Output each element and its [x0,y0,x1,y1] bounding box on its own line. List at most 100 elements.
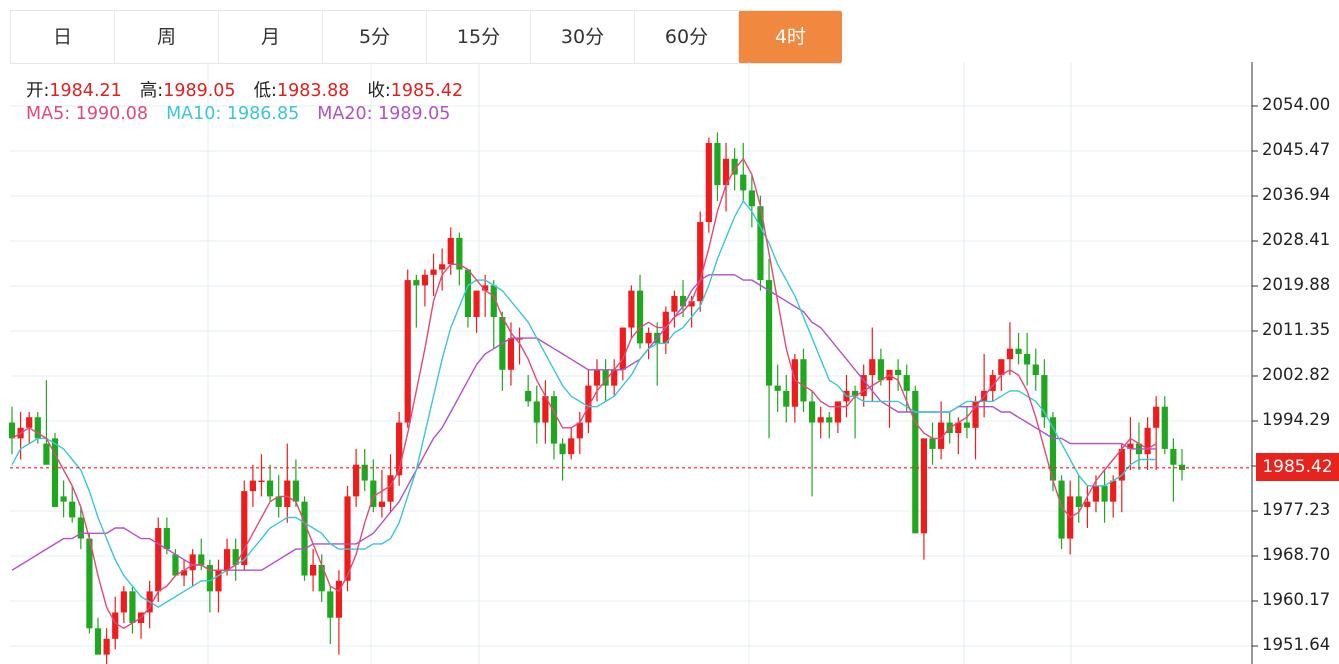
candle-body [1015,348,1022,354]
ma10-value: 1986.85 [226,104,300,124]
open-value: 1984.21 [49,81,122,101]
candle-body [421,274,429,286]
candle-body [619,327,626,370]
candle-body [43,443,50,465]
tab-6[interactable]: 60分 [634,11,738,63]
candle-body [335,580,343,618]
candle-body [344,496,351,581]
tab-1[interactable]: 周 [114,11,218,63]
candle-body [740,174,747,191]
tab-2[interactable]: 月 [218,11,322,63]
candle-body [963,422,971,428]
candle-body [327,591,334,618]
candle-body [206,564,213,592]
candle-body [731,158,738,175]
candle-body [1170,448,1177,465]
candle-body [1092,485,1100,502]
candle-body [834,401,841,423]
high-label: 高: [139,81,164,101]
candle-body [112,612,119,639]
ma20-label: MA20: [317,104,373,124]
candle-body [1127,443,1134,449]
tab-3[interactable]: 5分 [322,11,426,63]
candle-body [1075,496,1082,507]
candle-body [1006,348,1014,360]
candle-body [912,390,919,534]
candle-body [559,443,566,455]
candle-body [938,422,945,449]
candle-body [353,464,360,497]
candle-body [817,417,824,423]
candle-body [920,438,928,534]
candle-body [464,269,472,318]
ma10-line [11,199,1157,609]
candle-body [576,422,583,439]
candle-body [722,158,730,186]
candle-body [568,438,575,455]
ma5-value: 1990.08 [75,104,149,124]
y-tick-label: 1968.70 [1262,545,1331,564]
candle-body [998,359,1005,376]
candle-body [34,417,41,439]
candle-body [869,359,876,376]
candle-body [688,301,695,307]
candle-body [120,591,127,613]
ma5-line [11,157,1157,630]
candle-body [77,517,84,539]
candle-body [284,480,291,507]
y-tick-label: 2011.35 [1262,320,1331,339]
tab-7[interactable]: 4时 [738,11,842,63]
y-tick-label: 2054.00 [1262,95,1331,114]
candle-body [490,285,497,318]
candle-body [1024,353,1031,365]
candle-body [877,359,884,381]
candle-body [714,142,721,186]
candle-body [516,338,523,340]
candle-body [1101,485,1108,502]
current-price-tag: 1985.42 [1256,453,1339,481]
candle-body [791,359,798,407]
timeframe-tabs: 日周月 5分 15分 30分 60分 4时 [10,10,842,64]
candle-body [593,369,601,386]
candle-body [370,480,377,507]
candle-body [26,417,33,428]
ma20-line [11,274,1157,571]
y-tick-label: 1960.17 [1262,590,1331,609]
y-tick-label: 2036.94 [1262,185,1331,204]
candle-body [482,285,489,291]
candle-body [697,222,704,302]
candle-body [198,554,205,565]
ma10-label: MA10: [166,104,222,124]
candle-body [989,375,996,391]
candle-body [275,496,282,507]
candle-body [223,549,231,571]
candle-body [774,385,781,391]
tab-0[interactable]: 日 [10,11,114,63]
candle-body [1049,417,1057,481]
candle-body [413,280,420,286]
candle-body [318,564,325,592]
candle-body [679,295,687,307]
candle-body [611,369,618,386]
y-tick-label: 1951.64 [1262,635,1331,654]
candle-body [1153,406,1160,428]
candle-body [765,280,773,386]
candle-body [636,290,644,344]
candle-body [232,549,239,565]
candle-body [533,401,540,423]
candle-body [249,480,256,492]
candle-body [310,564,317,576]
candle-body [1084,501,1091,507]
candle-body [258,480,265,483]
candle-body [550,396,558,444]
tab-5[interactable]: 30分 [530,11,634,63]
candle-body [301,501,308,576]
tab-4[interactable]: 15分 [426,11,530,63]
y-tick-label: 2028.41 [1262,230,1331,249]
candle-body [955,422,962,434]
ma20-value: 1989.05 [378,104,451,124]
candle-body [8,422,16,439]
y-tick-label: 2002.82 [1262,365,1331,384]
candle-body [507,338,515,370]
candle-body [378,501,386,507]
